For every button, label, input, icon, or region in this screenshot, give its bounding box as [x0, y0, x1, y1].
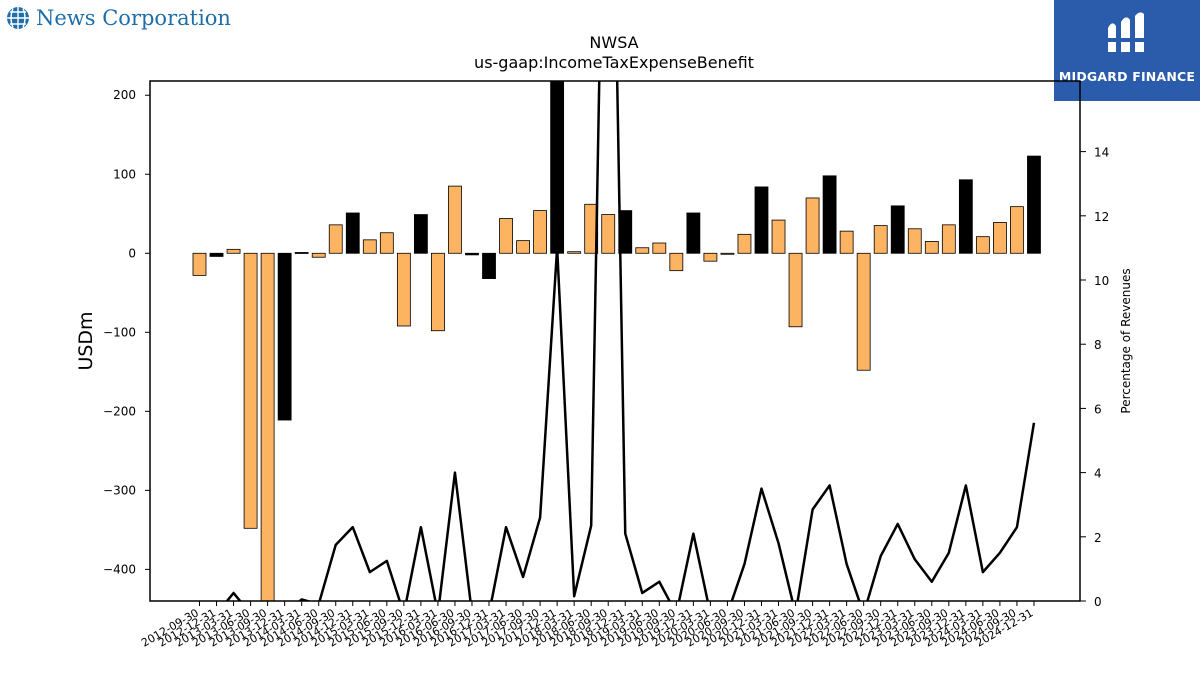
chart-title: NWSA [589, 33, 638, 52]
bar [482, 252, 496, 279]
midgard-logo-icon [1106, 12, 1146, 52]
y-tick-label: 200 [113, 88, 136, 102]
y2-tick-label: 14 [1094, 146, 1109, 160]
y-tick-label: 100 [113, 167, 136, 181]
bar [941, 224, 956, 254]
bar [311, 252, 326, 258]
y2-tick-label: 12 [1094, 210, 1109, 224]
y2-axis-label: Percentage of Revenues [1119, 268, 1133, 413]
bar [345, 212, 360, 254]
bar [958, 179, 973, 254]
bar [431, 252, 445, 332]
revenue-percentage-line [225, 81, 1036, 601]
bar [924, 241, 939, 254]
bar [379, 232, 394, 254]
y-tick-label: 0 [128, 246, 136, 260]
bar [839, 230, 854, 254]
bar [873, 225, 888, 254]
bar [635, 247, 650, 254]
bar [465, 252, 479, 256]
y-axis-left: 200 100 0 −100 −200 −300 −400 [103, 88, 150, 576]
globe-icon [7, 7, 29, 29]
bar [652, 242, 667, 254]
bar [601, 214, 616, 254]
bar [669, 252, 684, 272]
bar [277, 252, 292, 421]
bar [499, 218, 513, 254]
company-logo: News Corporation [6, 6, 231, 30]
bar [294, 252, 309, 254]
brand-name: MIDGARD FINANCE [1058, 69, 1196, 84]
y2-tick-label: 6 [1094, 402, 1102, 416]
company-name: News Corporation [36, 6, 231, 30]
bar [328, 224, 343, 254]
bar [448, 185, 462, 254]
bar [856, 252, 871, 371]
y2-tick-label: 8 [1094, 338, 1102, 352]
bar [260, 252, 275, 601]
brand-badge: MIDGARD FINANCE [1054, 0, 1200, 101]
bar [226, 248, 241, 254]
chart-subtitle: us-gaap:IncomeTaxExpenseBenefit [474, 53, 754, 72]
y2-tick-label: 10 [1094, 274, 1109, 288]
bar [805, 197, 820, 254]
bar [396, 252, 411, 327]
y-tick-label: −100 [103, 325, 136, 339]
bar [720, 252, 735, 255]
bar [771, 219, 786, 254]
y-tick-label: −400 [103, 562, 136, 576]
x-axis: 2012-09-302012-12-312013-03-312013-06-30… [139, 601, 1035, 650]
bar-series [192, 81, 1041, 601]
bar [788, 252, 803, 328]
bar [754, 186, 769, 254]
y2-tick-label: 0 [1094, 595, 1102, 609]
bar [413, 214, 428, 254]
bar [907, 228, 922, 254]
bar [243, 252, 258, 529]
bar [192, 252, 207, 276]
bar [516, 240, 530, 254]
y-axis-right: 14 12 10 8 6 4 2 0 [1080, 146, 1109, 609]
bar [703, 252, 718, 262]
bar [567, 251, 582, 254]
bar [533, 210, 547, 254]
y-axis-label: USDm [75, 311, 97, 370]
bar [1010, 206, 1024, 254]
bar [890, 205, 905, 254]
bar [209, 252, 224, 257]
y2-tick-label: 2 [1094, 531, 1102, 545]
bar [1027, 155, 1041, 254]
plot-frame [149, 80, 1081, 602]
bar [362, 239, 377, 254]
line-series [225, 81, 1036, 601]
bar [975, 236, 990, 254]
y-tick-label: −200 [103, 404, 136, 418]
bar [686, 212, 701, 254]
bar [993, 222, 1007, 254]
bar [737, 233, 752, 254]
bar [822, 175, 837, 254]
bar [550, 81, 565, 254]
y-tick-label: −300 [103, 483, 136, 497]
y2-tick-label: 4 [1094, 467, 1102, 481]
